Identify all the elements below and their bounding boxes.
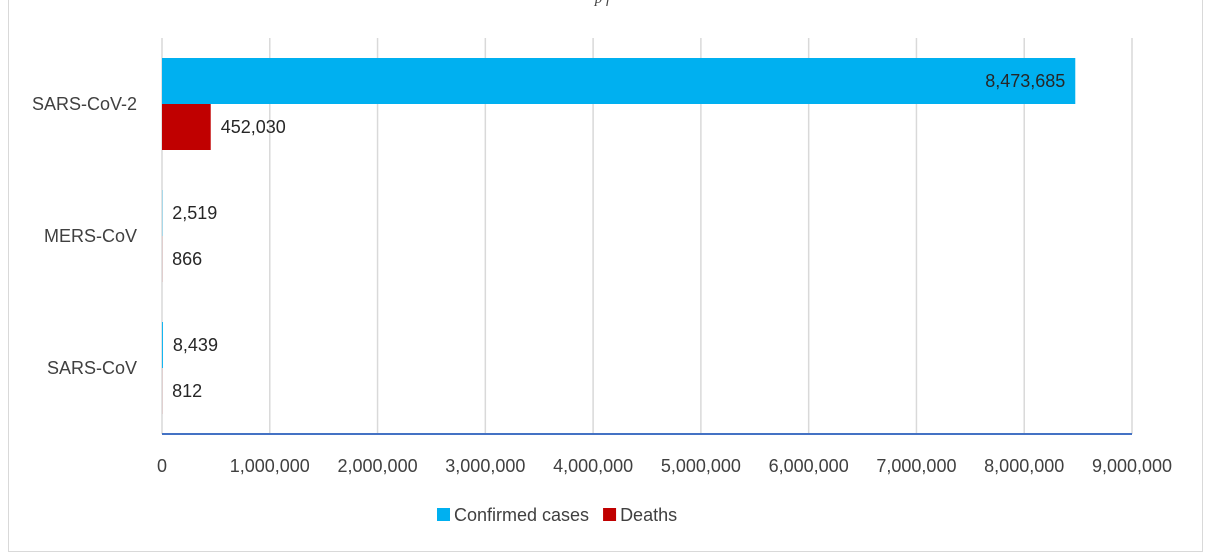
x-tick-label: 6,000,000 [769, 456, 849, 476]
x-tick-label: 2,000,000 [338, 456, 418, 476]
bar-confirmed-cases [162, 322, 163, 368]
category-labels: SARS-CoV-2 MERS-CoV SARS-CoV [32, 94, 137, 378]
x-tick-label: 3,000,000 [445, 456, 525, 476]
data-labels: 8,473,685 452,030 2,519 866 8,439 812 [172, 71, 1065, 401]
bars [162, 58, 1076, 414]
x-tick-label: 7,000,000 [876, 456, 956, 476]
bar-deaths [162, 104, 211, 150]
legend-label: Deaths [620, 505, 677, 525]
x-tick-label: 9,000,000 [1092, 456, 1172, 476]
x-tick-label: 4,000,000 [553, 456, 633, 476]
legend: Confirmed cases Deaths [437, 505, 677, 525]
legend-swatch [603, 508, 617, 521]
category-label: MERS-CoV [44, 226, 137, 246]
legend-swatch [437, 508, 450, 521]
category-label: SARS-CoV [47, 358, 137, 378]
x-tick-label: 1,000,000 [230, 456, 310, 476]
data-label: 452,030 [221, 117, 286, 137]
category-label: SARS-CoV-2 [32, 94, 137, 114]
x-tick-label: 8,000,000 [984, 456, 1064, 476]
x-tick-label: 5,000,000 [661, 456, 741, 476]
data-label: 8,439 [173, 335, 218, 355]
x-tick-label: 0 [157, 456, 167, 476]
data-label: 866 [172, 249, 202, 269]
x-tick-labels: 0 1,000,000 2,000,000 3,000,000 4,000,000 5,0… [157, 456, 1172, 476]
data-label: 8,473,685 [985, 71, 1065, 91]
data-label: 2,519 [172, 203, 217, 223]
bar-confirmed-cases [162, 58, 1076, 104]
legend-label: Confirmed cases [454, 505, 589, 525]
caption-fragment: p f [0, 0, 1205, 8]
data-label: 812 [172, 381, 202, 401]
